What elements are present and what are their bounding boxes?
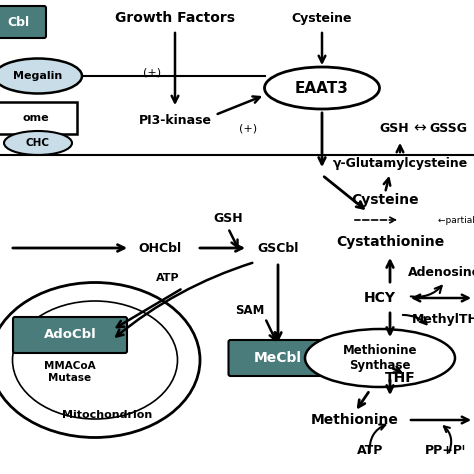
Text: Methionine: Methionine — [311, 413, 399, 427]
Text: HCY: HCY — [364, 291, 396, 305]
Text: γ-Glutamylcysteine: γ-Glutamylcysteine — [332, 156, 468, 170]
Text: (+): (+) — [239, 123, 257, 133]
Text: GSH: GSH — [379, 121, 409, 135]
Text: Cysteine: Cysteine — [292, 11, 352, 25]
Text: Cystathionine: Cystathionine — [336, 235, 444, 249]
Ellipse shape — [264, 67, 380, 109]
Ellipse shape — [0, 58, 82, 93]
Text: GSH: GSH — [213, 211, 243, 225]
Text: SAM: SAM — [235, 303, 264, 317]
Text: MethylTHF: MethylTHF — [412, 313, 474, 327]
Text: EAAT3: EAAT3 — [295, 81, 349, 95]
Ellipse shape — [305, 329, 455, 387]
Text: Cbl: Cbl — [7, 16, 29, 28]
Ellipse shape — [4, 131, 72, 155]
Text: MMACoA
Mutase: MMACoA Mutase — [44, 361, 96, 383]
Text: Adenosine: Adenosine — [409, 265, 474, 279]
Text: AdoCbl: AdoCbl — [44, 328, 96, 341]
Text: Methionine
Synthase: Methionine Synthase — [343, 344, 417, 372]
Text: Mitochondrion: Mitochondrion — [62, 410, 152, 420]
Text: PI3-kinase: PI3-kinase — [138, 113, 211, 127]
Text: GSCbl: GSCbl — [257, 241, 299, 255]
FancyBboxPatch shape — [13, 317, 127, 353]
Text: ATP: ATP — [357, 444, 383, 456]
Text: ome: ome — [23, 113, 49, 123]
Text: ↔: ↔ — [414, 120, 427, 136]
Text: MeCbl: MeCbl — [254, 351, 302, 365]
Text: (+): (+) — [143, 67, 161, 77]
Text: CHC: CHC — [26, 138, 50, 148]
Text: Growth Factors: Growth Factors — [115, 11, 235, 25]
Text: OHCbl: OHCbl — [138, 241, 182, 255]
FancyBboxPatch shape — [0, 102, 77, 134]
Text: PP+Pᴵ: PP+Pᴵ — [425, 444, 465, 456]
FancyBboxPatch shape — [228, 340, 328, 376]
FancyBboxPatch shape — [0, 6, 46, 38]
Text: ←partially blocked in: ←partially blocked in — [438, 216, 474, 225]
Text: ATP: ATP — [156, 273, 180, 283]
Text: GSSG: GSSG — [429, 121, 467, 135]
Text: Megalin: Megalin — [13, 71, 63, 81]
Text: Cysteine: Cysteine — [351, 193, 419, 207]
Text: THF: THF — [384, 371, 415, 385]
